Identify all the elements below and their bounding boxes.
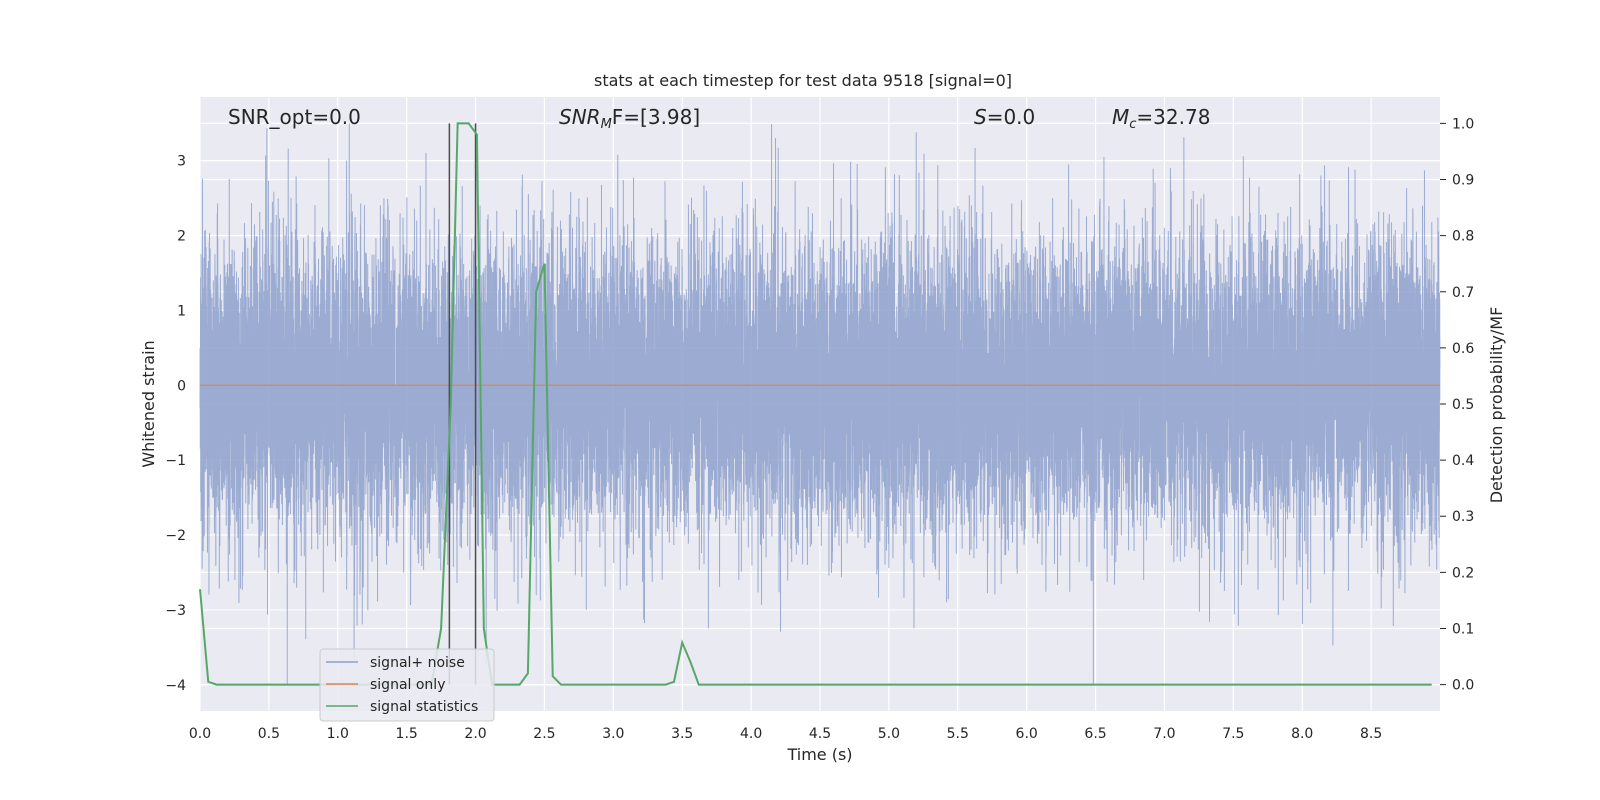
y2-tick-label: 0.9 — [1452, 173, 1474, 189]
annotation-mc: Mc=32.78 — [1112, 105, 1210, 132]
y2-tick-label: 0.6 — [1452, 341, 1474, 357]
y2-tick-label: 0.8 — [1452, 229, 1474, 245]
y2-axis-ticks: 0.0 0.1 0.2 0.3 0.4 0.5 0.6 0.7 0.8 0.9 1.0 — [1440, 116, 1474, 694]
threshold-markers — [448, 123, 477, 685]
x-tick-label: 6.0 — [1016, 726, 1038, 742]
chart-title: stats at each timestep for test data 951… — [594, 71, 1012, 90]
x-tick-label: 1.0 — [327, 726, 349, 742]
y2-tick-label: 0.2 — [1452, 565, 1474, 581]
y-tick-label: 3 — [177, 154, 186, 170]
mc-base: M — [1112, 105, 1129, 129]
y2-tick-label: 0.3 — [1452, 509, 1474, 525]
statistics-trace — [199, 122, 1432, 686]
s-symbol: S — [974, 105, 987, 129]
x-tick-label: 4.0 — [740, 726, 762, 742]
series-signal-noise — [199, 123, 1441, 685]
x-tick-label: 7.0 — [1153, 726, 1175, 742]
legend-label-signal-noise: signal+ noise — [370, 655, 465, 671]
x-axis-label: Time (s) — [786, 745, 852, 764]
x-tick-label: 6.5 — [1084, 726, 1106, 742]
y-axis-label: Whitened strain — [139, 340, 158, 467]
y2-tick-label: 0.0 — [1452, 678, 1474, 694]
x-tick-label: 8.5 — [1360, 726, 1382, 742]
x-tick-label: 3.5 — [671, 726, 693, 742]
y2-tick-label: 0.5 — [1452, 397, 1474, 413]
legend-label-signal-only: signal only — [370, 677, 445, 693]
snr-mf-sub: M — [601, 117, 612, 132]
x-axis-ticks: 0.0 0.5 1.0 1.5 2.0 2.5 3.0 3.5 4.0 4.5 5.0 5.5 6.0 6… — [189, 726, 1382, 742]
legend-label-signal-statistics: signal statistics — [370, 699, 478, 715]
y-tick-label: 1 — [177, 303, 186, 319]
x-tick-label: 4.5 — [809, 726, 831, 742]
legend-box — [319, 648, 495, 722]
annotation-snr-mf: SNRMF=[3.98] — [559, 105, 700, 132]
x-tick-label: 0.5 — [258, 726, 280, 742]
series-signal-statistics — [199, 122, 1432, 686]
y-tick-label: 0 — [177, 378, 186, 394]
noise-trace — [199, 123, 1441, 685]
x-tick-label: 2.0 — [464, 726, 486, 742]
y-tick-label: 2 — [177, 229, 186, 245]
y-tick-label: −1 — [165, 453, 186, 469]
y2-tick-label: 1.0 — [1452, 116, 1474, 132]
snr-mf-rest: F=[3.98] — [612, 105, 700, 129]
annotation-s: S=0.0 — [974, 105, 1035, 129]
x-tick-label: 1.5 — [396, 726, 418, 742]
annotation-snr-opt: SNR_opt=0.0 — [228, 105, 361, 129]
x-tick-label: 3.0 — [602, 726, 624, 742]
y2-tick-label: 0.1 — [1452, 621, 1474, 637]
y2-tick-label: 0.4 — [1452, 453, 1474, 469]
x-tick-label: 5.0 — [878, 726, 900, 742]
y-axis-ticks: −4 −3 −2 −1 0 1 2 3 — [165, 154, 186, 694]
x-tick-label: 8.0 — [1291, 726, 1313, 742]
x-tick-label: 7.5 — [1222, 726, 1244, 742]
snr-mf-base: SNR — [559, 105, 601, 129]
y2-tick-label: 0.7 — [1452, 285, 1474, 301]
y2-axis-label: Detection probability/MF — [1487, 307, 1506, 504]
mc-value: =32.78 — [1136, 105, 1210, 129]
x-tick-label: 2.5 — [533, 726, 555, 742]
x-tick-label: 0.0 — [189, 726, 211, 742]
s-value: =0.0 — [987, 105, 1036, 129]
mc-sub: c — [1129, 117, 1136, 132]
y-tick-label: −2 — [165, 528, 186, 544]
y-tick-label: −3 — [165, 603, 186, 619]
legend: signal+ noise signal only signal statist… — [319, 648, 495, 722]
y-tick-label: −4 — [165, 678, 186, 694]
x-tick-label: 5.5 — [947, 726, 969, 742]
